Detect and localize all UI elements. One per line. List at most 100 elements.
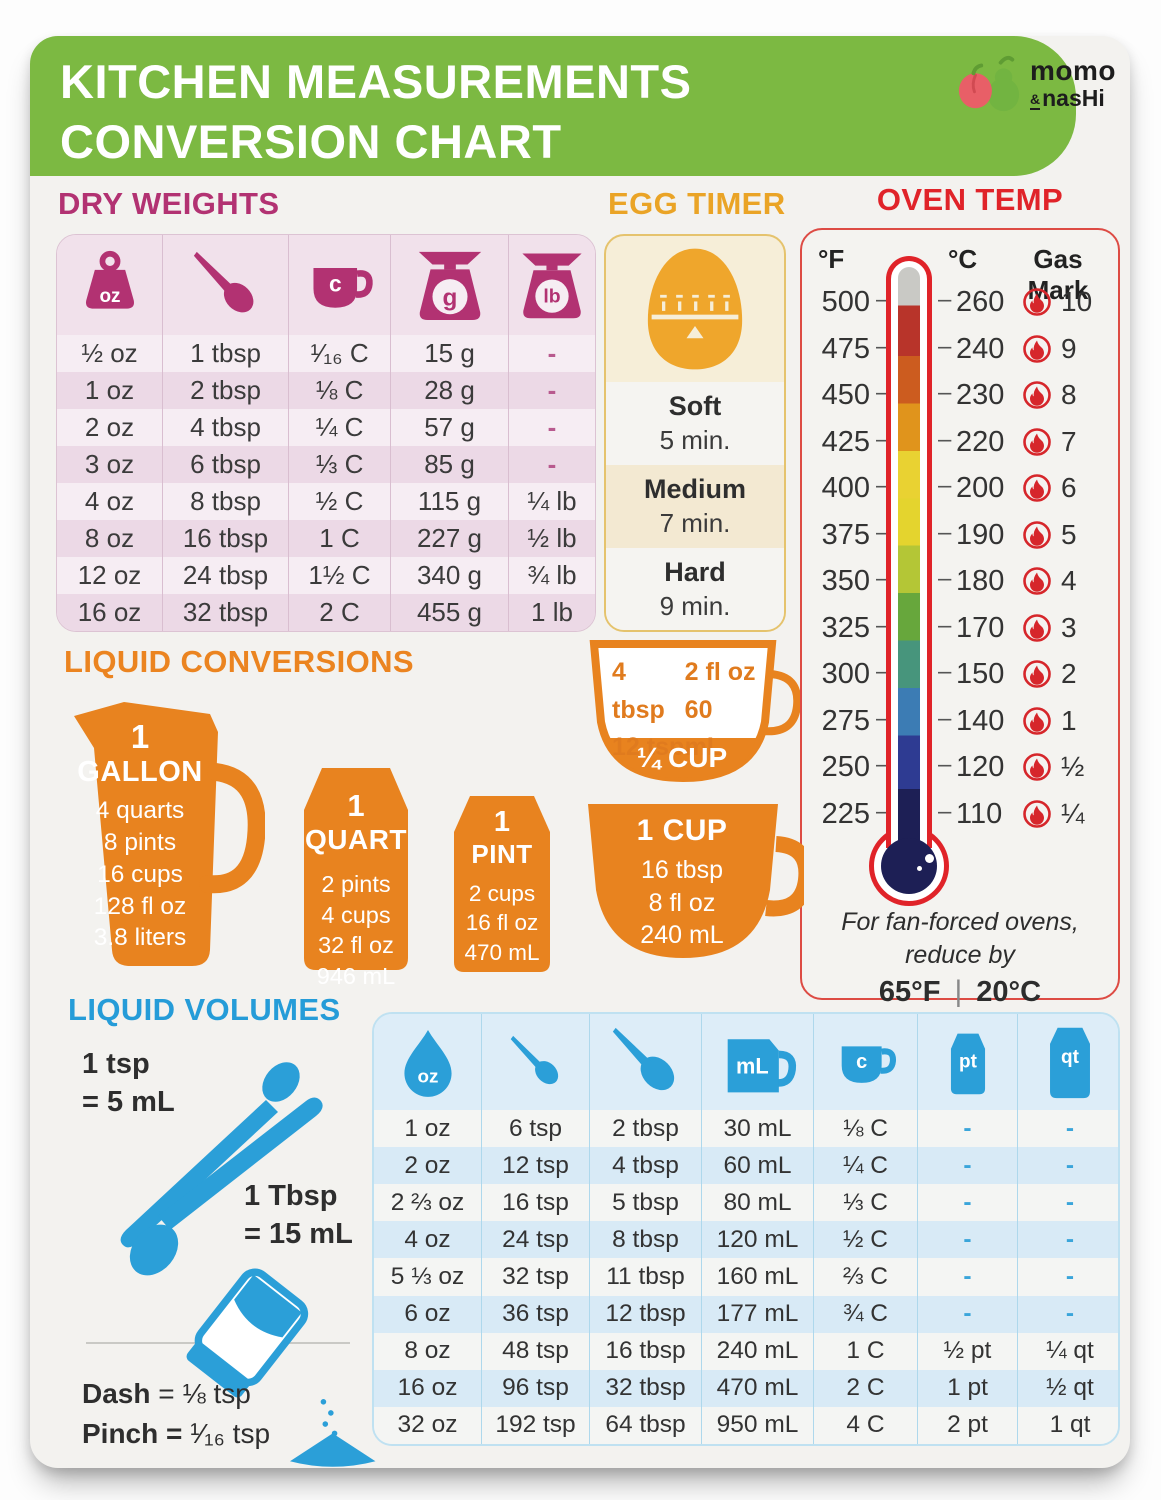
- table-row: 1 oz 2 tbsp ⅛ C 28 g -: [57, 372, 595, 409]
- pounds-cell: -: [547, 449, 557, 479]
- equivalent-line: 32 fl oz: [318, 932, 394, 959]
- oven-temp-row: 425 – – 220 7: [812, 426, 1114, 460]
- cup-cell: 4 C: [814, 1406, 918, 1444]
- cup-icon: c: [841, 1046, 896, 1083]
- oz-cell: 4 oz: [57, 483, 163, 520]
- oz-cell: 8 oz: [57, 520, 163, 557]
- fan-forced-note: For fan-forced ovens, reduce by 65°F | 2…: [802, 906, 1118, 1009]
- equivalent-line: 16 cups: [97, 860, 183, 888]
- celsius-value: 240: [956, 332, 1005, 365]
- svg-text:c: c: [328, 271, 341, 297]
- oz-cell: 1 oz: [374, 1110, 482, 1148]
- cup-cell: 2 C: [289, 594, 391, 631]
- pinch-value: ¹⁄₁₆ tsp: [190, 1418, 271, 1449]
- chart-card: KITCHEN MEASUREMENTS CONVERSION CHART mo…: [30, 36, 1130, 1468]
- gas-mark-cell: 3: [1022, 612, 1126, 644]
- egg-timer-item: Hard 9 min.: [606, 548, 784, 630]
- tsp-cell: 24 tsp: [482, 1221, 590, 1259]
- table-row: 8 oz 16 tbsp 1 C 227 g ½ lb: [57, 520, 595, 557]
- egg-time-value: 5 min.: [659, 425, 731, 455]
- page-title: KITCHEN MEASUREMENTS CONVERSION CHART: [30, 36, 1076, 172]
- reduce-celsius-value: 20°C: [976, 975, 1042, 1008]
- page-title-line1: KITCHEN MEASUREMENTS: [60, 55, 692, 108]
- pint-qty: 1: [493, 806, 511, 838]
- fahrenheit-value: 425: [821, 425, 870, 458]
- pounds-cell: 1 lb: [531, 597, 573, 627]
- ml-cell: 60 mL: [702, 1147, 814, 1185]
- ml-cell: 240 mL: [702, 1332, 814, 1370]
- tsp-cell: 96 tsp: [482, 1369, 590, 1407]
- egg-doneness-label: Hard: [664, 557, 726, 587]
- quart-cell: -: [1065, 1300, 1075, 1328]
- one-cup-label: 1 CUP: [636, 814, 728, 847]
- grams-cell: 28 g: [391, 372, 509, 409]
- oz-cell: 32 oz: [374, 1406, 482, 1444]
- oven-temp-row: 375 – – 190 5: [812, 519, 1114, 553]
- equivalent-line: 4 cups: [321, 901, 391, 928]
- egg-timer-title: EGG TIMER: [608, 186, 786, 221]
- dry-weights-col-pounds: lb: [509, 235, 595, 335]
- fahrenheit-value: 225: [821, 797, 870, 830]
- pounds-cell: ¾ lb: [527, 560, 577, 590]
- pinch-note: Pinch = ¹⁄₁₆ tsp: [82, 1418, 270, 1450]
- equivalent-line: 2 cups: [468, 881, 536, 906]
- quarter-cup-right-values: 2 fl oz 60 mL: [685, 654, 756, 767]
- liquid-volumes-title: LIQUID VOLUMES: [68, 992, 341, 1027]
- tbsp-cell: 1 tbsp: [163, 335, 289, 372]
- ml-cell: 177 mL: [702, 1295, 814, 1333]
- brand-logo: momo & nasHi: [955, 52, 1116, 114]
- celsius-value: 200: [956, 472, 1005, 505]
- tbsp-cell: 4 tbsp: [590, 1147, 702, 1185]
- pint-text: 1 PINT 2 cups 16 fl oz 470 mL: [440, 806, 564, 967]
- oz-cell: ½ oz: [57, 335, 163, 372]
- gallon-unit: GALLON: [77, 756, 203, 788]
- thermometer-tube: [886, 256, 932, 860]
- celsius-value: 150: [956, 658, 1005, 691]
- tsp-cell: 16 tsp: [482, 1184, 590, 1222]
- pint-cell: 1 pt: [918, 1369, 1018, 1407]
- scale-grams-icon: g: [418, 251, 481, 321]
- pint-cell: 2 pt: [918, 1406, 1018, 1444]
- table-row: 12 oz 24 tbsp 1½ C 340 g ¾ lb: [57, 557, 595, 594]
- pint-cell: -: [918, 1295, 1018, 1333]
- oven-temp-row: 475 – – 240 9: [812, 333, 1114, 367]
- quart-qty: 1: [347, 788, 365, 823]
- quart-cell: -: [1065, 1151, 1075, 1179]
- tablespoon-icon: [612, 1027, 674, 1091]
- equivalent-line: 128 fl oz: [93, 892, 187, 920]
- tbsp-note-line1: 1 Tbsp: [244, 1180, 338, 1212]
- fahrenheit-value: 325: [821, 611, 870, 644]
- tbsp-cell: 11 tbsp: [590, 1258, 702, 1296]
- cup-cell: ¾ C: [814, 1295, 918, 1333]
- bulb-glint: [925, 854, 934, 863]
- pounds-cell: ¼ lb: [527, 486, 577, 516]
- dry-weights-col-cup: c: [289, 235, 391, 335]
- pint-carton-icon: [454, 796, 550, 972]
- svg-text:oz: oz: [99, 286, 120, 307]
- equivalent-line: 4 quarts: [95, 797, 185, 824]
- note-divider: |: [954, 975, 963, 1008]
- tick-mark: –: [938, 286, 952, 313]
- celsius-value: 170: [956, 611, 1005, 644]
- tick-mark: –: [938, 518, 952, 546]
- bulb-glint: [917, 866, 922, 871]
- fahrenheit-value: 250: [821, 751, 870, 784]
- oven-temp-row: 500 – – 260 10: [812, 286, 1114, 320]
- cup-cell: ⅛ C: [289, 372, 391, 409]
- pitcher-icon: [74, 702, 265, 966]
- brand-name-line1: momo: [1030, 54, 1116, 86]
- salt-shaker-icon: [186, 1268, 376, 1467]
- reduce-fahrenheit-value: 65°F: [878, 975, 941, 1008]
- grams-cell: 57 g: [391, 409, 509, 446]
- tsp-cell: 192 tsp: [482, 1406, 590, 1444]
- dash-value: = ⅛ tsp: [158, 1378, 251, 1409]
- gas-mark-cell: ½: [1022, 751, 1126, 783]
- celsius-value: 110: [956, 797, 1003, 830]
- dash-note: Dash = ⅛ tsp: [82, 1378, 251, 1410]
- equivalent-line: 16 fl oz: [465, 910, 539, 936]
- gas-mark-value: ¼: [1061, 797, 1085, 829]
- quarter-cup-left-values: 4 tbsp 12 tsp: [612, 654, 685, 767]
- lv-col-tsp: [482, 1014, 590, 1110]
- quart-cell: -: [1065, 1188, 1075, 1216]
- dry-weights-title: DRY WEIGHTS: [58, 186, 280, 221]
